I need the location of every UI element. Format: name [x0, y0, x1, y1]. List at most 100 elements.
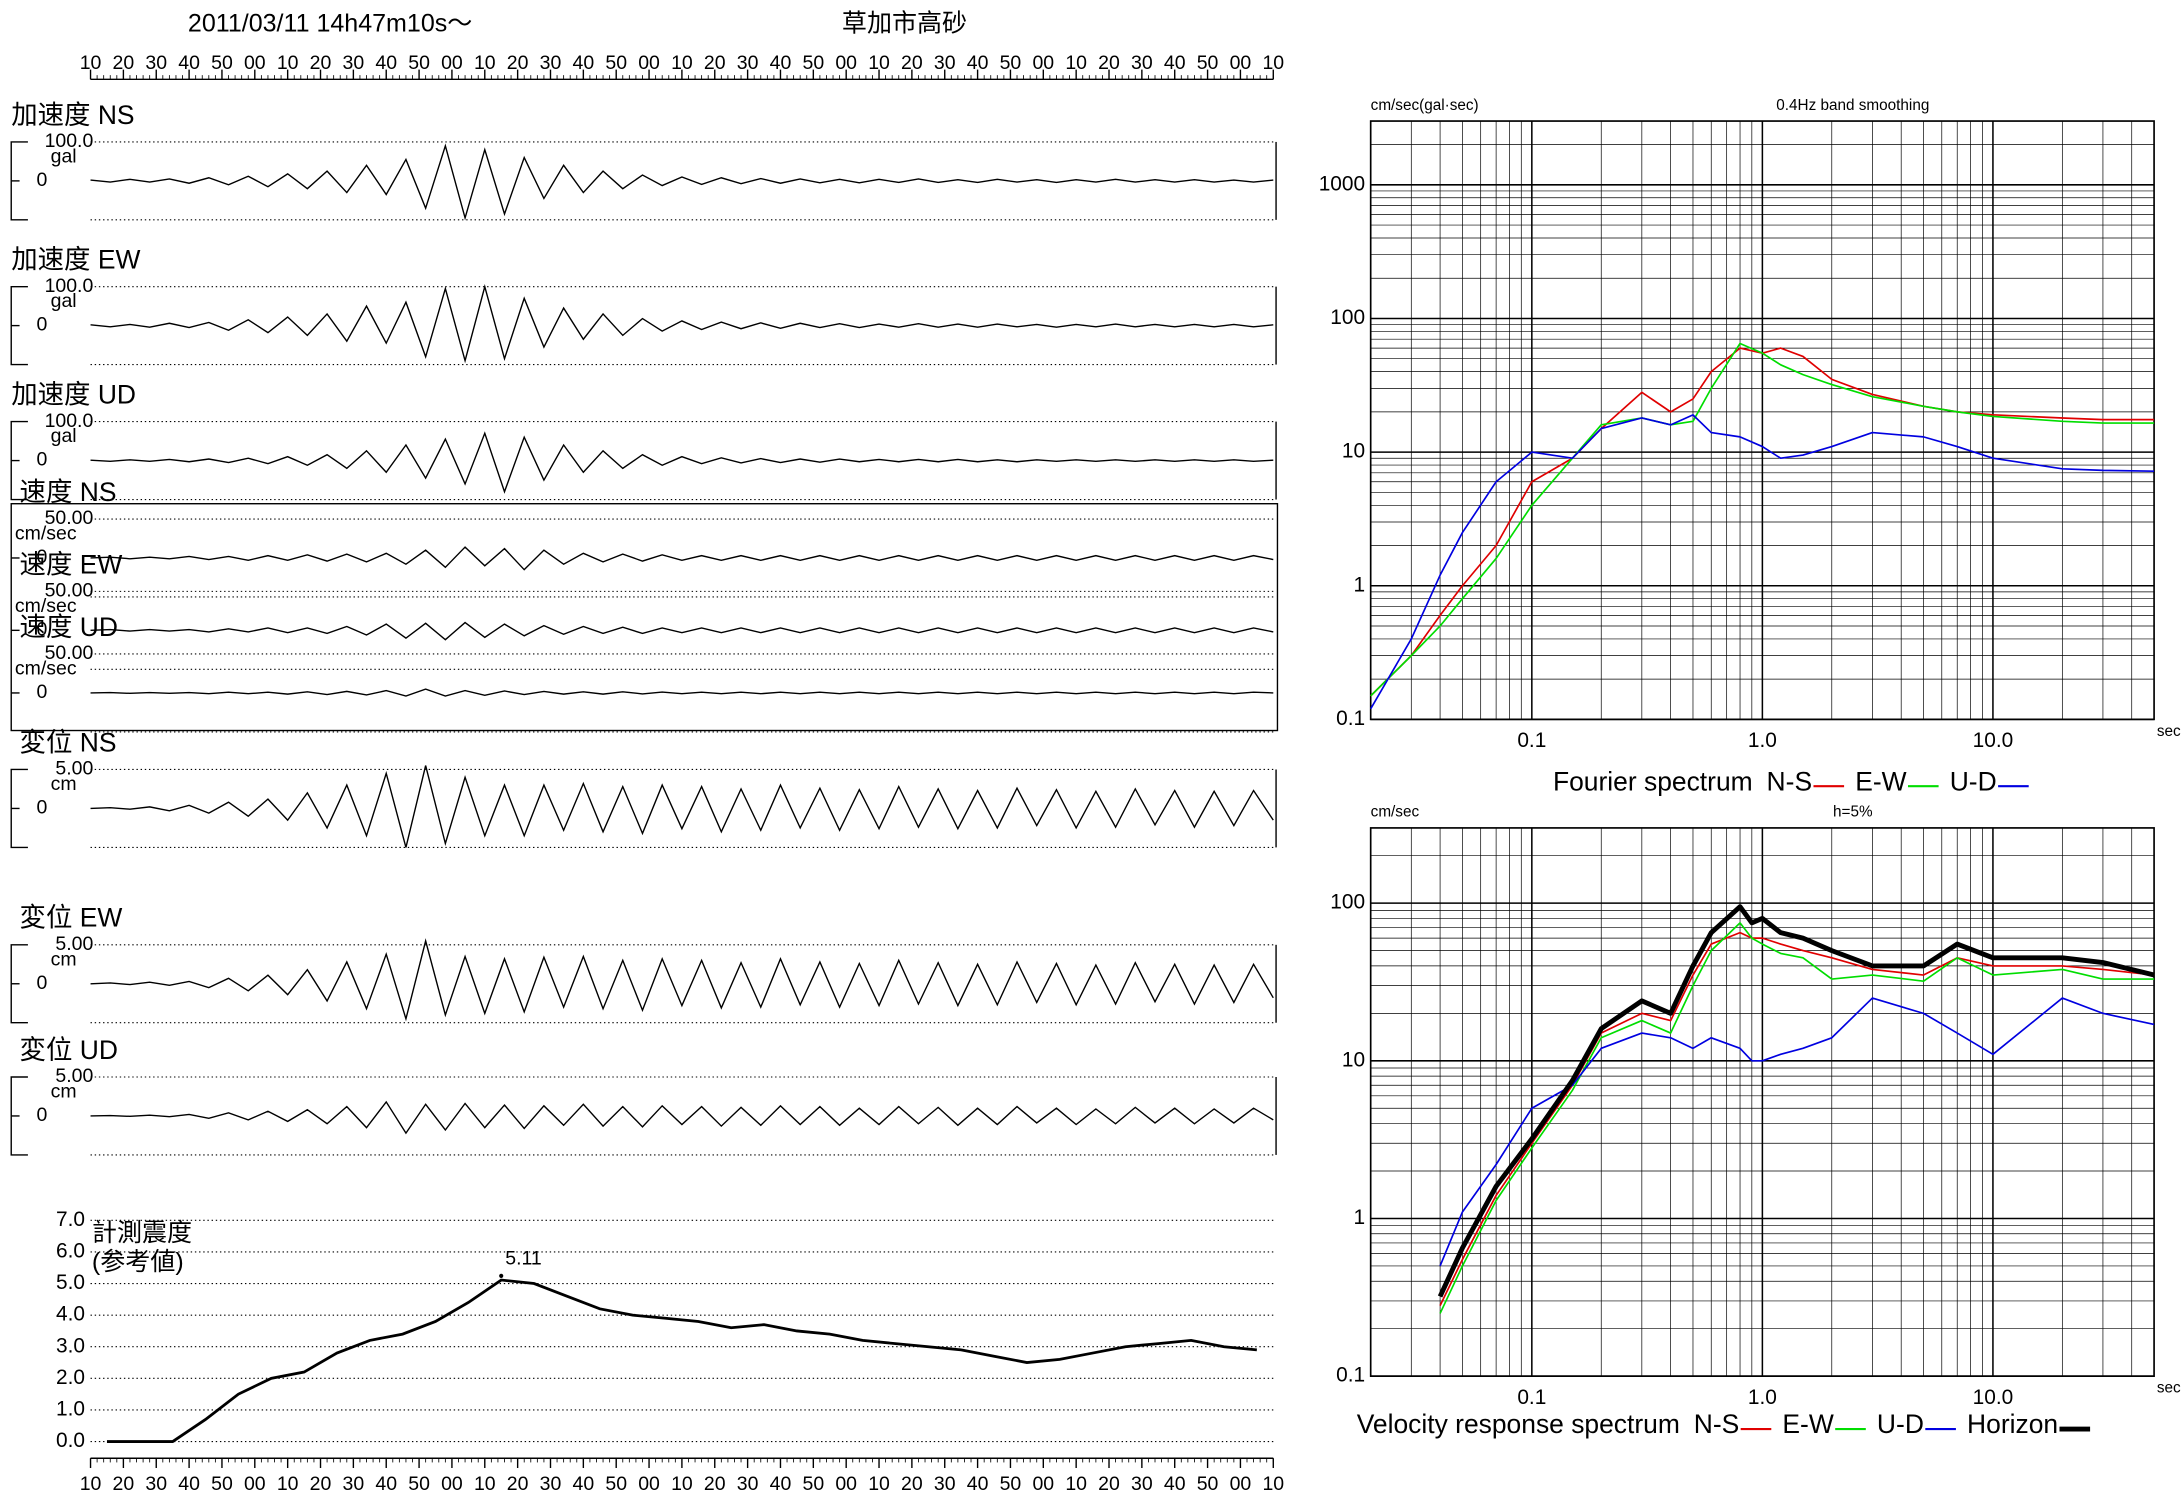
spectrum-line — [1369, 414, 2155, 710]
x-tick-label: 40 — [375, 1473, 397, 1495]
trace-name: 加速度 EW — [11, 245, 140, 275]
y-tick-label: 0.1 — [1336, 707, 1365, 730]
y-tick-label: 100.0 — [45, 275, 94, 297]
x-tick-label: 40 — [375, 52, 397, 74]
y-tick-label: 50.00 — [45, 580, 94, 602]
unit-label: cm/sec — [15, 657, 77, 679]
x-tick-label: 40 — [967, 1473, 989, 1495]
spectrum-line — [1370, 342, 2155, 697]
waveform — [90, 546, 1274, 571]
y-tick-label: 0.1 — [1336, 1364, 1365, 1387]
x-tick-label: 30 — [934, 52, 956, 74]
waveform — [90, 283, 1274, 364]
y-axis-label: cm/sec — [1371, 804, 1420, 821]
trace-name: 速度 EW — [20, 549, 123, 579]
record-title: 2011/03/11 14h47m10s〜 — [188, 10, 472, 38]
x-tick-label: 10 — [868, 52, 890, 74]
x-tick-label: 10 — [474, 1473, 496, 1495]
unit-label: cm/sec — [15, 595, 77, 617]
x-tick-label: 10 — [1262, 52, 1284, 74]
x-tick-label: 40 — [178, 52, 200, 74]
y-tick-label: 0 — [37, 546, 48, 568]
x-axis-label: sec — [2157, 723, 2181, 740]
y-tick-label: 10 — [1342, 440, 1365, 463]
trace-name: 速度 NS — [20, 477, 117, 507]
station-name: 草加市高砂 — [842, 10, 967, 38]
y-tick-label: 0.0 — [56, 1429, 85, 1452]
x-tick-label: 40 — [770, 52, 792, 74]
y-tick-label: 0 — [37, 1104, 48, 1126]
legend-label: U-D — [1950, 766, 1997, 796]
x-tick-label: 20 — [704, 1473, 726, 1495]
x-tick-label: 40 — [967, 52, 989, 74]
x-tick-label: 40 — [1164, 52, 1186, 74]
x-tick-label: 50 — [408, 52, 430, 74]
waveform — [90, 938, 1274, 1022]
y-tick-label: 0 — [37, 797, 48, 819]
trace-name: 変位 NS — [20, 727, 117, 757]
peak-label: 5.11 — [505, 1247, 541, 1269]
x-tick-label: 30 — [145, 52, 167, 74]
trace-name: 速度 UD — [20, 612, 118, 642]
intensity-line — [106, 1278, 1257, 1443]
x-tick-label: 50 — [605, 1473, 627, 1495]
spectrum-line — [1439, 997, 2155, 1267]
x-tick-label: 50 — [211, 1473, 233, 1495]
x-tick-label: 00 — [638, 1473, 660, 1495]
x-tick-label: 00 — [1032, 52, 1054, 74]
x-tick-label: 50 — [802, 52, 824, 74]
waveform — [90, 688, 1274, 697]
x-tick-label: 10 — [474, 52, 496, 74]
x-tick-label: 50 — [1000, 1473, 1022, 1495]
unit-label: gal — [51, 290, 77, 312]
x-tick-label: 50 — [408, 1473, 430, 1495]
y-tick-label: 0 — [37, 972, 48, 994]
y-tick-label: 100 — [1330, 891, 1365, 914]
waveform — [90, 621, 1274, 641]
y-tick-label: 6.0 — [56, 1239, 85, 1262]
x-tick-label: 00 — [1032, 1473, 1054, 1495]
x-tick-label: 50 — [211, 52, 233, 74]
y-tick-label: 100 — [1330, 306, 1365, 329]
legend-title: Fourier spectrum — [1553, 766, 1753, 796]
x-tick-label: 20 — [901, 52, 923, 74]
x-tick-label: 30 — [540, 52, 562, 74]
x-tick-label: 30 — [1131, 52, 1153, 74]
chart-title: h=5% — [1833, 804, 1873, 821]
x-tick-label: 30 — [343, 52, 365, 74]
waveform — [90, 431, 1274, 494]
trace-name: 変位 EW — [20, 903, 123, 933]
x-tick-label: 40 — [1164, 1473, 1186, 1495]
x-tick-label: 50 — [1197, 52, 1219, 74]
y-tick-label: 1000 — [1319, 172, 1365, 195]
velocity-frame — [10, 503, 1279, 732]
x-tick-label: 10 — [80, 52, 102, 74]
x-tick-label: 10 — [671, 52, 693, 74]
x-tick-label: 20 — [310, 1473, 332, 1495]
y-tick-label: 1 — [1354, 573, 1366, 596]
x-tick-label: 20 — [310, 52, 332, 74]
y-tick-label: 100.0 — [45, 130, 94, 152]
legend-label: E-W — [1782, 1409, 1833, 1439]
x-tick-label: 20 — [901, 1473, 923, 1495]
unit-label: cm — [51, 948, 77, 970]
waveform — [90, 143, 1274, 221]
x-tick-label: 20 — [704, 52, 726, 74]
y-tick-label: 0 — [37, 169, 48, 191]
y-tick-label: 0 — [37, 449, 48, 471]
spectrum-line — [1439, 922, 2155, 1314]
x-tick-label: 0.1 — [1517, 1386, 1546, 1409]
x-tick-label: 10 — [277, 52, 299, 74]
x-tick-label: 50 — [802, 1473, 824, 1495]
x-tick-label: 00 — [441, 52, 463, 74]
intensity-title: 計測震度 — [92, 1219, 192, 1247]
x-tick-label: 30 — [737, 52, 759, 74]
x-tick-label: 40 — [573, 52, 595, 74]
y-tick-label: 3.0 — [56, 1334, 85, 1357]
unit-label: cm/sec — [15, 522, 77, 544]
x-tick-label: 20 — [113, 52, 135, 74]
x-tick-label: 50 — [605, 52, 627, 74]
legend-label: N-S — [1767, 766, 1813, 796]
x-tick-label: 30 — [934, 1473, 956, 1495]
y-axis-label: cm/sec(gal·sec) — [1371, 97, 1479, 114]
